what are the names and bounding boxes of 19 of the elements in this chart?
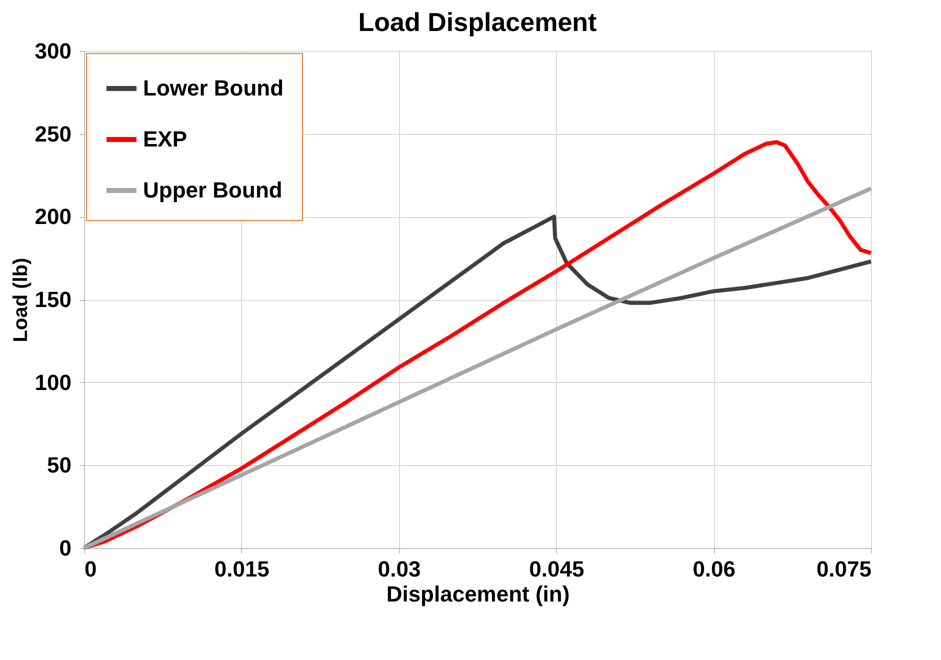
legend-label: Upper Bound [143,178,282,202]
x-tick-label: 0.015 [214,556,270,582]
y-tick-label: 0 [59,536,72,560]
y-axis-title: Load (lb) [10,258,32,342]
y-tick-label: 150 [34,287,72,312]
x-tick-label: 0.045 [529,556,584,582]
x-tick-label: 0.03 [378,556,421,582]
y-tick-label: 100 [34,370,72,395]
y-tick-label: 200 [34,204,72,230]
x-tick-label: 0 [84,556,97,582]
legend-label: EXP [143,126,188,152]
y-tick-label: 300 [34,38,72,64]
x-tick-label: 0.075 [816,556,872,582]
y-tick-label: 50 [47,452,72,478]
legend-label: Lower Bound [143,76,284,100]
chart-title: Load Displacement [358,7,598,37]
x-tick-label: 0.06 [692,556,736,582]
y-tick-label: 250 [34,121,72,146]
x-axis-title: Displacement (in) [386,582,570,606]
